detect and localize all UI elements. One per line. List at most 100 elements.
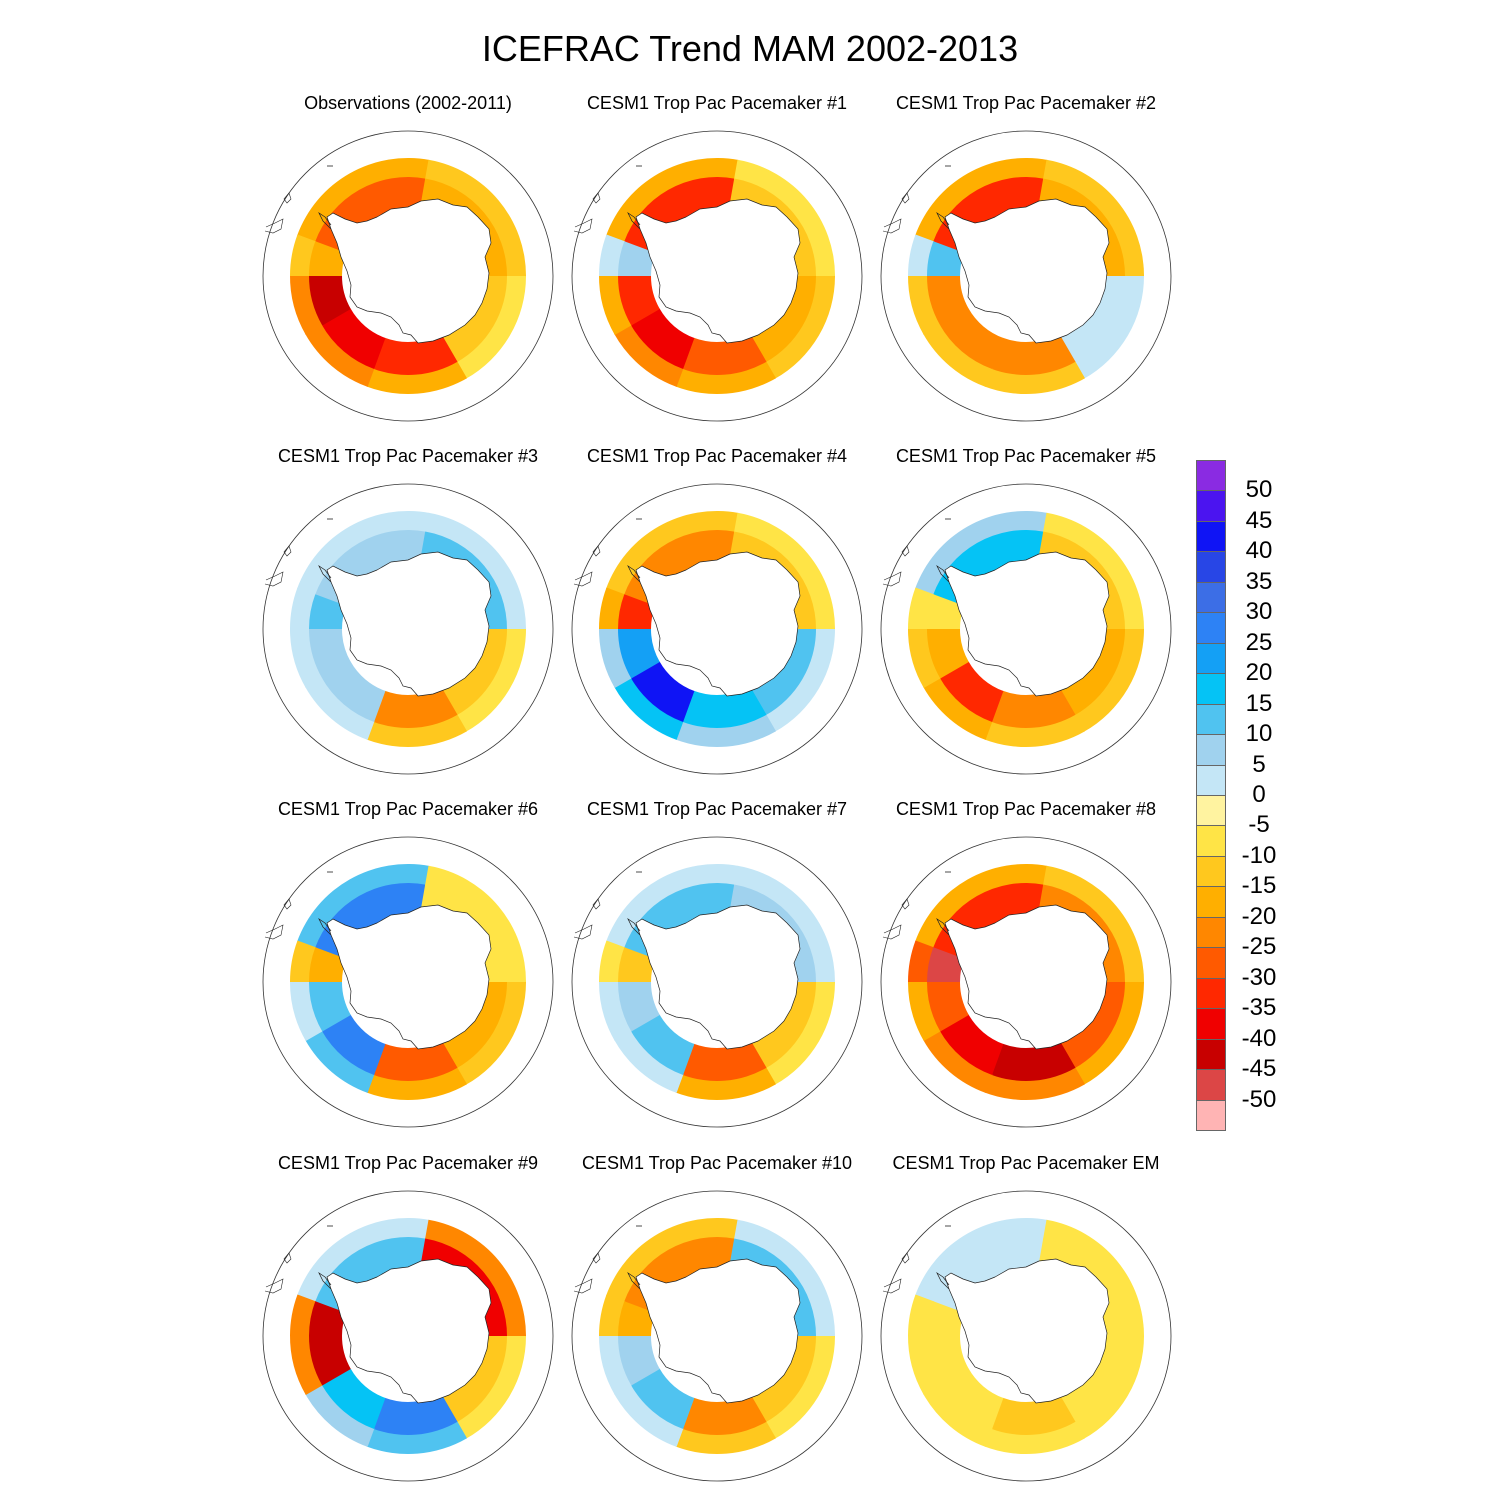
trend-cell-outer-bell bbox=[907, 274, 942, 335]
island-coastline bbox=[283, 192, 292, 204]
trend-cell-inner-ross bbox=[991, 1393, 1076, 1435]
colorbar-tick-label: 5 bbox=[1252, 750, 1266, 778]
trend-cell-inner-ross bbox=[991, 333, 1076, 375]
trend-cell-outer-weddell bbox=[915, 157, 1048, 243]
trend-cell-inner-ross bbox=[373, 1393, 458, 1435]
trend-cell-outer-pacific bbox=[456, 276, 526, 379]
trend-cell-outer-amundsen bbox=[305, 1030, 375, 1093]
colorbar-tick-label: -40 bbox=[1241, 1024, 1277, 1052]
map-panel: CESM1 Trop Pac Pacemaker #8 bbox=[871, 799, 1181, 1139]
peninsula-coastline bbox=[318, 564, 332, 583]
trend-cell-inner-ross bbox=[682, 1393, 767, 1435]
panel-title: CESM1 Trop Pac Pacemaker #2 bbox=[895, 93, 1157, 113]
trend-cell-inner-ross bbox=[991, 1039, 1076, 1081]
trend-cell-outer-pacific bbox=[1074, 1336, 1144, 1439]
trend-cell-inner-peninsula bbox=[927, 241, 965, 276]
antarctica-coastline bbox=[635, 551, 801, 697]
trend-cell-outer-amundsen bbox=[614, 324, 684, 387]
antarctica-coastline bbox=[944, 1258, 1110, 1404]
antarctica-coastline bbox=[326, 551, 492, 697]
colorbar-tick-label: 15 bbox=[1245, 689, 1273, 717]
colorbar-swatch bbox=[1196, 490, 1226, 522]
trend-cell-inner-pacific bbox=[749, 1336, 816, 1423]
trend-cell-inner-bell bbox=[308, 1335, 351, 1386]
trend-cell-outer-weddell bbox=[915, 510, 1048, 596]
trend-cell-outer-bell bbox=[289, 627, 324, 688]
island-coastline bbox=[283, 1252, 292, 1264]
peninsula-coastline bbox=[627, 211, 641, 230]
trend-cell-outer-indian bbox=[425, 512, 527, 631]
trend-cell-inner-pacific bbox=[749, 276, 816, 363]
colorbar-swatch bbox=[1196, 977, 1226, 1010]
trend-cell-outer-amundsen bbox=[614, 677, 684, 740]
antarctica-coastline bbox=[635, 904, 801, 1050]
trend-cell-outer-weddell bbox=[606, 1217, 739, 1303]
trend-cell-outer-ross bbox=[675, 713, 776, 748]
trend-cell-outer-pacific bbox=[456, 629, 526, 732]
south-america-coastline bbox=[264, 571, 284, 587]
trend-cell-outer-pacific bbox=[1074, 629, 1144, 732]
trend-cell-inner-pacific bbox=[440, 1336, 507, 1423]
trend-cell-outer-ross bbox=[984, 713, 1085, 748]
colorbar-tick-label: -30 bbox=[1241, 963, 1277, 991]
sea-ice-trend-field bbox=[289, 157, 527, 395]
trend-cell-outer-amundsen bbox=[923, 1384, 993, 1447]
trend-cell-inner-amundsen bbox=[321, 1014, 386, 1075]
trend-cell-outer-ross bbox=[366, 713, 467, 748]
trend-cell-inner-peninsula bbox=[927, 594, 965, 629]
colorbar-tick-label: 50 bbox=[1245, 476, 1273, 504]
trend-cell-inner-peninsula bbox=[309, 1301, 347, 1336]
trend-cell-outer-pacific bbox=[765, 629, 835, 732]
trend-cell-inner-amundsen bbox=[321, 661, 386, 722]
trend-cell-outer-bell bbox=[598, 274, 633, 335]
island-coastline bbox=[592, 898, 601, 910]
colorbar-tick-label: -35 bbox=[1241, 994, 1277, 1022]
trend-cell-outer-pacific bbox=[456, 1336, 526, 1439]
trend-cell-inner-peninsula bbox=[618, 1301, 656, 1336]
south-america-coastline bbox=[264, 1278, 284, 1294]
polar-map bbox=[880, 1190, 1172, 1482]
panel-title: Observations (2002-2011) bbox=[304, 93, 512, 113]
trend-cell-inner-peninsula bbox=[309, 241, 347, 276]
colorbar-tick-label: 10 bbox=[1245, 720, 1273, 748]
colorbar-swatch bbox=[1196, 703, 1226, 736]
trend-cell-inner-amundsen bbox=[630, 661, 695, 722]
colorbar: 50 45 40 35 30 25 20 15 10 5 0 -5 -10 -15 -20 -25 -30 -35… bbox=[1196, 460, 1286, 1131]
trend-cell-outer-pacific bbox=[1074, 982, 1144, 1085]
map-panel: Observations (2002-2011) bbox=[253, 93, 563, 433]
trend-cell-outer-weddell bbox=[297, 1217, 430, 1303]
colorbar-tick-label: 25 bbox=[1245, 628, 1273, 656]
trend-cell-inner-amundsen bbox=[321, 1368, 386, 1429]
trend-cell-inner-bell bbox=[926, 628, 969, 679]
trend-cell-outer-indian bbox=[734, 512, 836, 631]
polar-map bbox=[262, 483, 554, 775]
trend-cell-outer-indian bbox=[1043, 159, 1145, 278]
colorbar-tick-label: 30 bbox=[1245, 598, 1273, 626]
trend-cell-outer-ross bbox=[675, 360, 776, 395]
peninsula-coastline bbox=[627, 917, 641, 936]
antarctica-coastline bbox=[635, 198, 801, 344]
island-coastline bbox=[901, 1252, 910, 1264]
polar-map bbox=[571, 836, 863, 1128]
polar-map bbox=[880, 836, 1172, 1128]
trend-cell-outer-amundsen bbox=[923, 324, 993, 387]
trend-cell-outer-bell bbox=[289, 980, 324, 1041]
island-coastline bbox=[592, 192, 601, 204]
colorbar-tick-label: 45 bbox=[1245, 506, 1273, 534]
trend-cell-inner-peninsula bbox=[618, 947, 656, 982]
trend-cell-inner-bell bbox=[617, 275, 660, 326]
panel-title: CESM1 Trop Pac Pacemaker #1 bbox=[586, 93, 848, 113]
trend-cell-outer-amundsen bbox=[305, 324, 375, 387]
panel-title: CESM1 Trop Pac Pacemaker #9 bbox=[277, 1153, 539, 1173]
trend-cell-inner-amundsen bbox=[939, 1368, 1004, 1429]
trend-cell-outer-weddell bbox=[606, 510, 739, 596]
colorbar-tick-label: -5 bbox=[1248, 811, 1270, 839]
trend-cell-outer-indian bbox=[734, 159, 836, 278]
trend-cell-outer-bell bbox=[289, 274, 324, 335]
colorbar-tick-label: -20 bbox=[1241, 902, 1277, 930]
colorbar-swatch bbox=[1196, 855, 1226, 888]
trend-cell-inner-peninsula bbox=[309, 594, 347, 629]
trend-cell-outer-indian bbox=[734, 865, 836, 984]
trend-cell-outer-indian bbox=[734, 1219, 836, 1338]
